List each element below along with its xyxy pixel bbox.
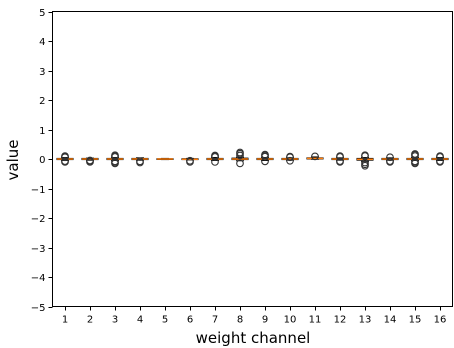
outlier-point [136, 158, 144, 167]
y-tick-label: −1 [31, 185, 46, 196]
x-tick-label: 1 [62, 315, 68, 326]
y-tick-label: −5 [31, 303, 46, 314]
outlier-point [336, 158, 344, 166]
x-tick-label: 5 [162, 315, 168, 326]
outlier-point [286, 152, 294, 161]
y-tick-label: −4 [31, 273, 46, 284]
outlier-point [86, 158, 94, 166]
outlier-point [336, 152, 344, 160]
y-tick-label: 1 [39, 126, 45, 137]
outlier-point [361, 151, 369, 160]
x-tick-label: 16 [434, 315, 447, 326]
outlier-point [436, 152, 444, 160]
outlier-point [186, 158, 194, 166]
y-tick-label: 0 [39, 155, 45, 166]
x-tick-label: 13 [359, 315, 372, 326]
outlier-point [386, 153, 394, 162]
x-tick-label: 6 [187, 315, 193, 326]
outlier-point [411, 150, 419, 158]
x-tick-label: 15 [409, 315, 422, 326]
outlier-point [411, 159, 419, 168]
outlier-point [236, 159, 244, 168]
outlier-point [61, 152, 69, 160]
outlier-point [236, 148, 244, 157]
y-tick-label: −3 [31, 244, 46, 255]
y-tick-label: −2 [31, 214, 46, 225]
x-tick-label: 7 [212, 315, 218, 326]
x-tick-label: 3 [112, 315, 118, 326]
outlier-point [211, 158, 219, 166]
outlier-point [286, 156, 294, 165]
outlier-point [61, 158, 69, 166]
y-axis-label: value [4, 140, 22, 181]
outlier-point [386, 158, 394, 166]
outlier-point [361, 161, 369, 170]
x-tick-label: 14 [384, 315, 397, 326]
x-tick-label: 10 [284, 315, 297, 326]
outlier-point [436, 158, 444, 166]
x-tick-label: 2 [87, 315, 93, 326]
y-tick-label: 4 [39, 37, 45, 48]
plot-frame [52, 11, 453, 307]
outlier-point [311, 152, 319, 161]
x-tick-label: 8 [237, 315, 243, 326]
outlier-point [261, 157, 269, 166]
outlier-point [111, 159, 119, 168]
x-axis-label: weight channel [196, 329, 311, 347]
x-tick-label: 4 [137, 315, 143, 326]
y-tick-label: 3 [39, 67, 45, 78]
x-tick-label: 11 [309, 315, 322, 326]
x-tick-label: 12 [334, 315, 347, 326]
x-tick-label: 9 [262, 315, 268, 326]
y-tick-label: 2 [39, 96, 45, 107]
y-tick-label: 5 [39, 8, 45, 19]
